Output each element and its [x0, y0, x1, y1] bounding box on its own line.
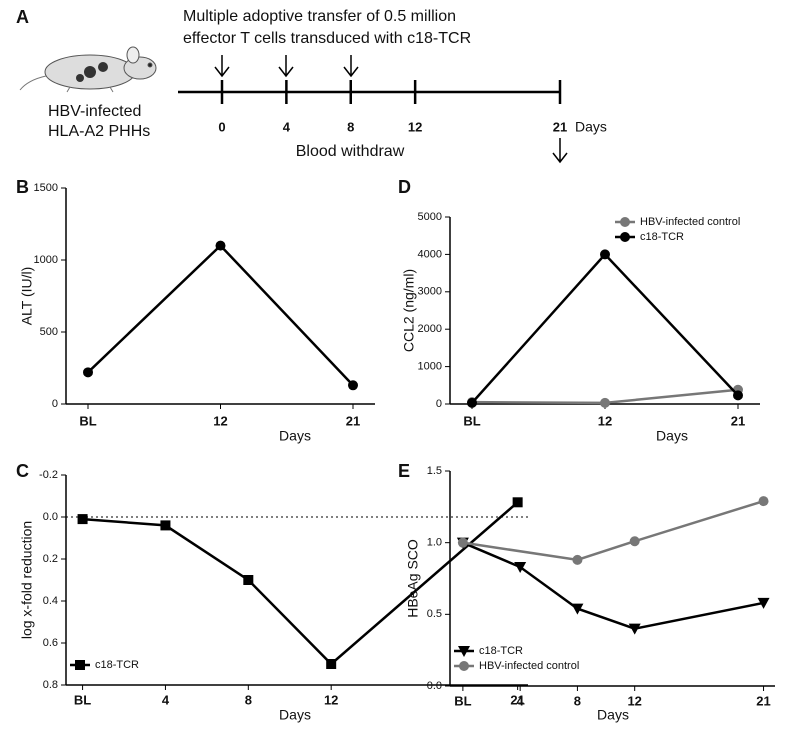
y-tick-label: 0.6	[43, 637, 58, 649]
marker	[620, 232, 630, 242]
marker	[758, 496, 769, 507]
x-tick-label: 12	[598, 413, 612, 428]
y-tick-label: 0.0	[43, 511, 58, 523]
y-tick-label: 0.0	[427, 680, 442, 692]
y-tick-label: 0.4	[43, 595, 58, 607]
y-tick-label: 0	[436, 398, 442, 410]
panel-letter: C	[16, 461, 29, 481]
x-tick-label: 21	[731, 413, 745, 428]
x-tick-label: 12	[627, 693, 641, 708]
y-tick-label: -0.2	[39, 469, 58, 481]
x-tick-label: 4	[162, 692, 170, 707]
marker	[620, 217, 630, 227]
timeline-tick-label: 0	[218, 119, 225, 134]
x-axis-label: Days	[279, 428, 311, 444]
transfer-arrows	[214, 55, 568, 164]
y-tick-label: 1000	[418, 361, 442, 373]
series-line	[471, 252, 739, 404]
panel-letter: E	[398, 461, 410, 481]
x-tick-label: 21	[346, 413, 360, 428]
caption: effector T cells transduced with c18-TCR	[183, 30, 471, 47]
x-tick-label: BL	[463, 413, 480, 428]
timeline-tick-label: 12	[408, 119, 422, 134]
panel-letter: D	[398, 177, 411, 197]
x-axis-label: Days	[279, 707, 311, 723]
legend-label: c18-TCR	[640, 231, 684, 243]
panel-letter: A	[16, 7, 29, 27]
marker	[757, 597, 770, 609]
x-axis-label: Days	[597, 707, 629, 723]
model-label: HLA-A2 PHHs	[48, 123, 150, 140]
timeline-unit: Days	[575, 119, 607, 135]
y-axis-label: log x-fold reduction	[19, 521, 35, 639]
y-axis-label: ALT (IU/l)	[19, 267, 35, 326]
marker	[75, 660, 85, 670]
timeline-tick-label: 8	[347, 119, 354, 134]
y-tick-label: 0	[52, 398, 58, 410]
marker	[215, 240, 226, 251]
mouse-icon	[19, 46, 157, 93]
y-tick-label: 4000	[418, 248, 442, 260]
y-tick-label: 0.5	[427, 608, 442, 620]
y-axis-label: CCL2 (ng/ml)	[401, 269, 417, 352]
marker	[326, 659, 337, 669]
marker	[467, 397, 477, 408]
blood-note: Blood withdraw	[296, 143, 405, 160]
x-tick-label: 21	[510, 692, 524, 707]
y-tick-label: 0.2	[43, 553, 58, 565]
x-tick-label: 8	[245, 692, 252, 707]
x-tick-label: BL	[79, 413, 96, 428]
marker	[458, 646, 470, 657]
y-tick-label: 1.0	[427, 537, 442, 549]
timeline-tick-label: 21	[553, 119, 567, 134]
marker	[83, 367, 93, 378]
y-tick-label: 0.8	[43, 679, 58, 691]
x-tick-label: 12	[324, 692, 338, 707]
y-tick-label: 1500	[34, 182, 58, 194]
caption: Multiple adoptive transfer of 0.5 millio…	[183, 8, 456, 25]
y-tick-label: 500	[40, 326, 58, 338]
marker	[160, 520, 171, 531]
x-axis-label: Days	[656, 428, 688, 444]
marker	[733, 390, 743, 401]
timeline-tick-label: 4	[283, 119, 291, 134]
series-line	[462, 541, 764, 630]
y-tick-label: 5000	[418, 211, 442, 223]
x-tick-label: BL	[74, 692, 91, 707]
marker	[600, 249, 610, 260]
marker	[628, 623, 641, 635]
marker	[459, 661, 469, 671]
marker	[457, 537, 468, 548]
marker	[348, 380, 358, 391]
legend-label: HBV-infected control	[479, 660, 579, 672]
series-line	[462, 499, 764, 562]
marker	[77, 514, 88, 525]
marker	[600, 397, 610, 408]
marker	[572, 554, 583, 565]
x-tick-label: 12	[213, 413, 227, 428]
series-line	[82, 501, 519, 666]
model-label: HBV-infected	[48, 103, 141, 120]
x-tick-label: BL	[454, 693, 471, 708]
legend-label: c18-TCR	[479, 645, 523, 657]
x-tick-label: 4	[517, 693, 525, 708]
y-tick-label: 3000	[418, 286, 442, 298]
legend-label: c18-TCR	[95, 659, 139, 671]
marker	[629, 536, 640, 547]
y-tick-label: 2000	[418, 323, 442, 335]
y-axis-label: HBeAg SCO	[405, 539, 421, 618]
marker	[514, 562, 527, 574]
series-line	[87, 243, 354, 387]
marker	[571, 603, 584, 615]
x-tick-label: 21	[756, 693, 770, 708]
marker	[243, 575, 254, 585]
legend-label: HBV-infected control	[640, 216, 740, 228]
marker	[512, 497, 523, 508]
y-tick-label: 1000	[34, 254, 58, 266]
y-tick-label: 1.5	[427, 465, 442, 477]
panel-letter: B	[16, 177, 29, 197]
x-tick-label: 8	[574, 693, 581, 708]
